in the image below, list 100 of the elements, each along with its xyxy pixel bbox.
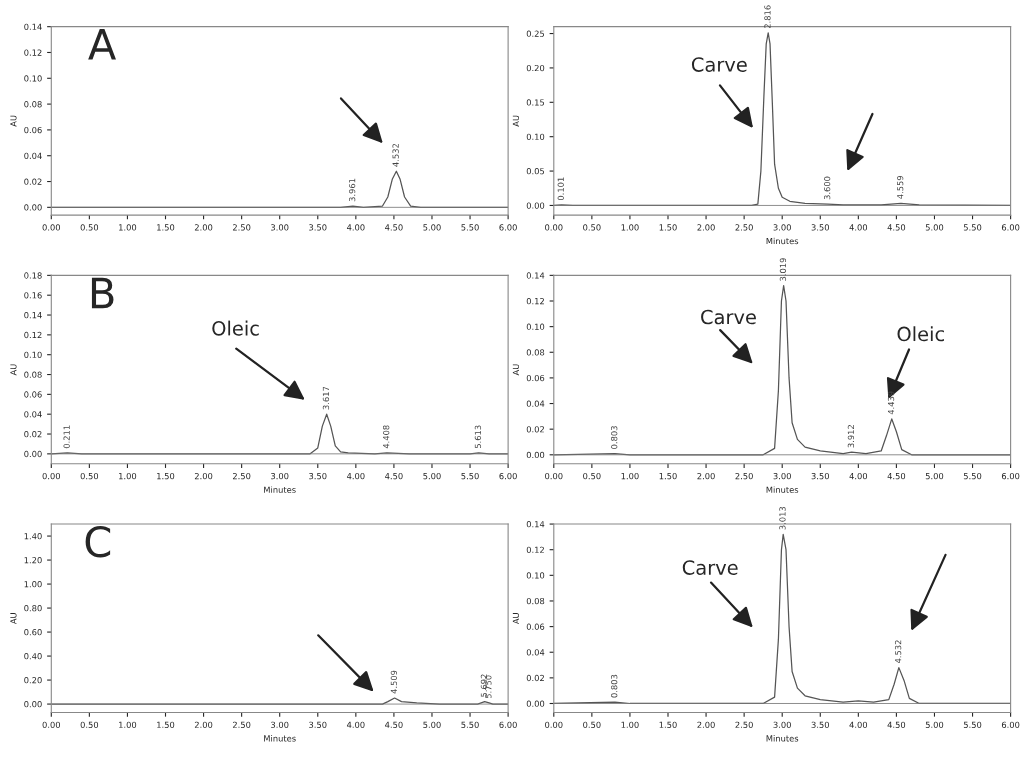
y-tick-label: 0.25	[526, 30, 545, 37]
x-tick-label: 4.00	[849, 472, 868, 480]
x-axis-title: Minutes	[766, 237, 799, 245]
annotation: 5.750	[485, 675, 492, 699]
annotation: Carve	[682, 560, 738, 575]
annotation: 3.617	[322, 386, 330, 410]
x-tick-label: 4.50	[385, 472, 403, 480]
y-tick-label: 0.14	[24, 312, 42, 319]
x-tick-label: 3.00	[271, 472, 289, 480]
annotation: 4.408	[383, 425, 390, 449]
annotation: 0.803	[611, 426, 618, 449]
y-tick-label: 0.04	[24, 152, 42, 159]
y-tick-label: 1.40	[24, 533, 42, 540]
annotation: 5.692	[480, 674, 488, 697]
x-tick-label: 1.00	[621, 721, 639, 728]
x-tick-label: 5.00	[925, 224, 944, 231]
x-axis-title: Minutes	[766, 486, 799, 493]
x-tick-label: 3.50	[811, 224, 829, 231]
x-tick-label: 0.00	[545, 224, 563, 231]
x-tick-label: 3.00	[271, 721, 289, 728]
y-tick-label: 0.02	[526, 674, 544, 682]
annotation: Oleic	[212, 320, 259, 336]
y-tick-label: 0.60	[24, 629, 42, 636]
y-tick-label: 0.14	[526, 521, 545, 528]
annotation: 4.509	[390, 670, 398, 694]
x-tick-label: 5.50	[963, 224, 982, 231]
y-axis-title: AU	[10, 613, 17, 625]
y-tick-label: 0.14	[526, 272, 545, 279]
x-axis-title: Minutes	[766, 735, 799, 742]
y-tick-label: 0.08	[24, 101, 42, 108]
x-tick-label: 2.50	[232, 721, 251, 728]
y-axis-title: AU	[512, 115, 520, 127]
x-tick-label: 3.50	[309, 721, 327, 728]
x-tick-label: 3.00	[271, 224, 289, 231]
y-tick-label: 0.02	[526, 426, 544, 433]
x-tick-label: 2.00	[697, 224, 715, 231]
x-tick-label: 1.50	[659, 472, 677, 480]
x-tick-label: 4.00	[346, 721, 365, 728]
y-tick-label: 1.20	[24, 557, 42, 564]
annotation: Carve	[701, 309, 756, 325]
x-tick-label: 3.50	[811, 721, 829, 728]
x-tick-label: 0.00	[545, 472, 563, 480]
x-tick-label: 4.50	[385, 224, 403, 231]
y-axis-title: AU	[512, 613, 520, 625]
y-tick-label: 0.05	[526, 168, 545, 175]
x-tick-label: 6.00	[499, 721, 517, 728]
x-tick-label: 0.50	[80, 721, 99, 728]
x-tick-label: 2.00	[194, 472, 213, 480]
x-tick-label: 2.50	[735, 472, 753, 480]
y-tick-label: 0.00	[526, 202, 545, 209]
annotation: A	[88, 29, 116, 60]
x-tick-label: 5.00	[925, 472, 944, 480]
x-tick-label: 2.50	[232, 472, 251, 480]
annotation: B	[91, 277, 114, 309]
x-tick-label: 5.00	[423, 721, 441, 728]
x-tick-label: 1.50	[659, 721, 677, 728]
y-tick-label: 0.04	[24, 411, 42, 418]
x-tick-label: 5.00	[423, 224, 441, 231]
y-tick-label: 0.02	[24, 431, 42, 438]
x-tick-label: 1.00	[119, 224, 137, 231]
x-tick-label: 5.00	[925, 721, 944, 728]
x-tick-label: 3.50	[309, 224, 327, 231]
x-tick-label: 2.00	[194, 721, 213, 728]
x-tick-label: 5.50	[963, 721, 982, 728]
x-tick-label: 3.50	[811, 472, 829, 480]
x-tick-label: 6.00	[1001, 472, 1020, 480]
x-tick-label: 4.50	[385, 721, 403, 728]
x-axis-title: Minutes	[264, 735, 296, 742]
y-tick-label: 0.10	[526, 572, 545, 579]
y-axis-title: AU	[512, 364, 520, 376]
x-tick-label: 4.00	[346, 224, 365, 231]
x-tick-label: 4.00	[849, 721, 868, 728]
x-tick-label: 0.00	[545, 721, 563, 728]
x-tick-label: 4.50	[887, 721, 906, 728]
annotation: 0.101	[557, 177, 564, 201]
y-tick-label: 0.00	[24, 701, 42, 708]
annotation: Oleic	[897, 326, 944, 342]
annotation: Carve	[691, 57, 747, 72]
y-tick-label: 0.00	[526, 451, 545, 459]
y-tick-label: 0.18	[24, 272, 42, 279]
annotation: 3.961	[348, 178, 356, 202]
y-tick-label: 0.04	[526, 400, 545, 407]
y-tick-label: 0.14	[24, 23, 42, 30]
x-tick-label: 1.50	[157, 224, 175, 231]
x-tick-label: 1.00	[119, 721, 137, 728]
annotation: 3.013	[779, 506, 786, 530]
annotation: 4.559	[897, 175, 904, 199]
y-tick-label: 0.15	[526, 99, 545, 106]
y-tick-label: 0.06	[24, 126, 42, 134]
x-tick-label: 0.00	[42, 721, 61, 728]
x-tick-label: 2.00	[697, 721, 715, 728]
x-tick-label: 0.00	[42, 224, 61, 231]
x-tick-label: 4.50	[887, 472, 906, 480]
annotation: 4.532	[392, 144, 399, 167]
x-tick-label: 5.50	[461, 721, 479, 728]
x-tick-label: 0.50	[583, 721, 601, 728]
y-tick-label: 0.00	[24, 450, 42, 458]
y-tick-label: 0.06	[526, 374, 545, 382]
x-tick-label: 3.00	[773, 224, 791, 231]
x-tick-label: 4.50	[887, 224, 906, 231]
